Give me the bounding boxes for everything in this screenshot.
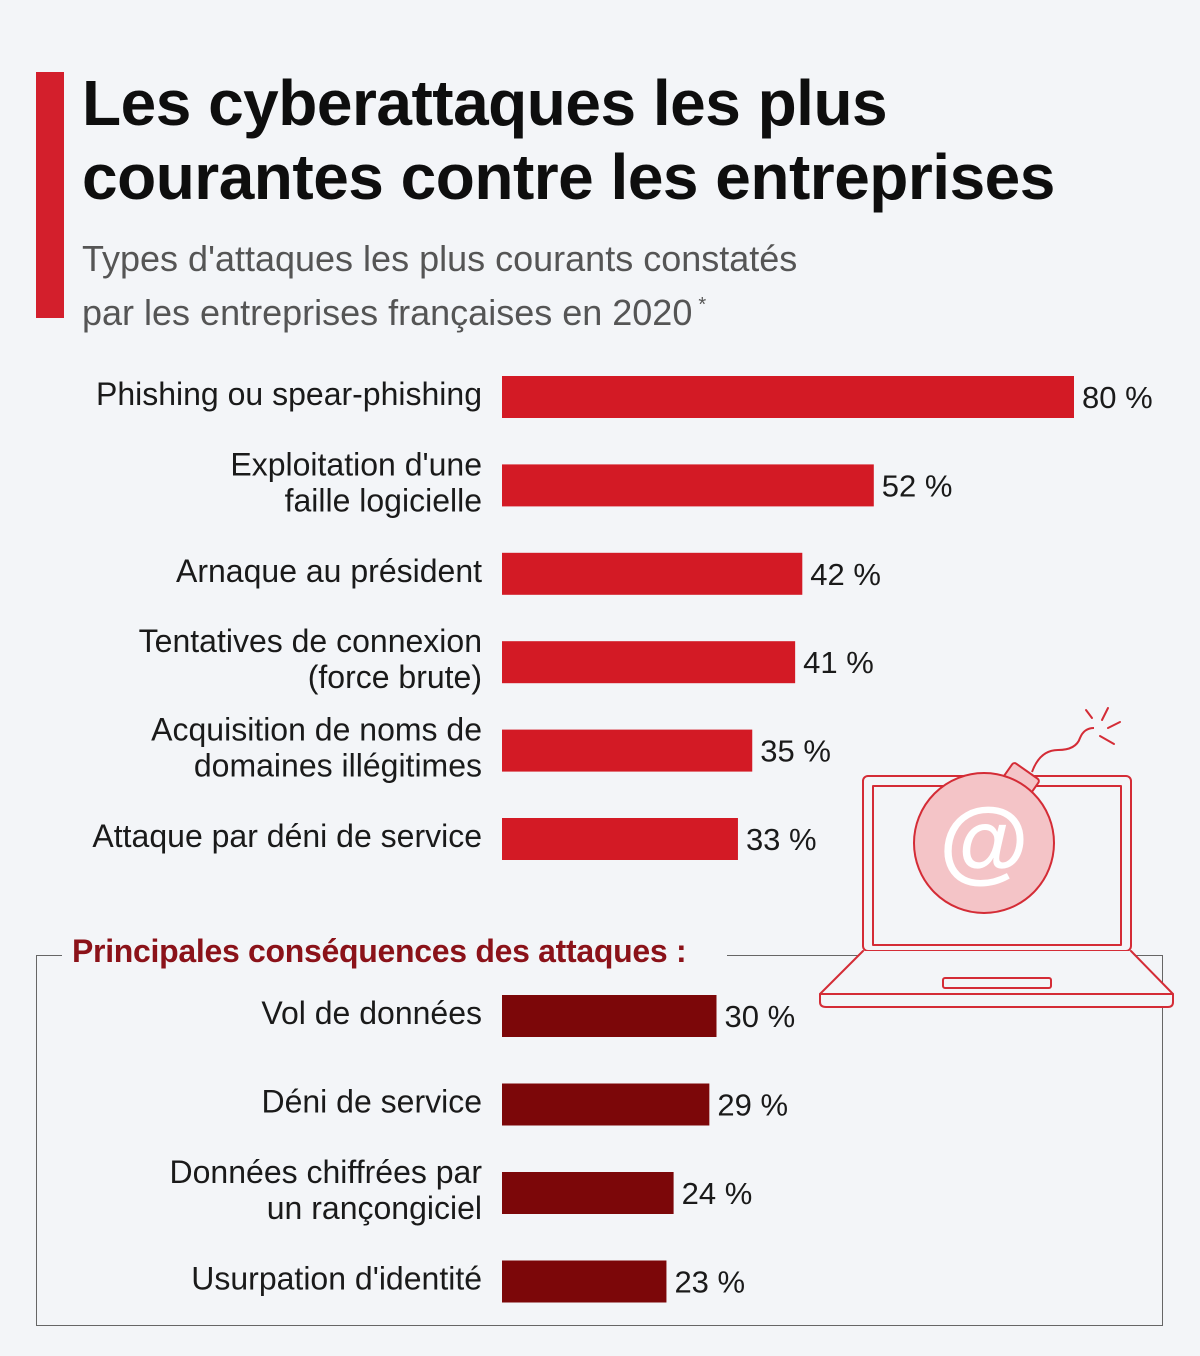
chart-subtitle: Types d'attaques les plus courants const… — [82, 236, 1082, 336]
attack-bar-2 — [502, 464, 874, 507]
laptop-bomb-icon: @ — [819, 707, 1174, 1008]
consequence-bar-3 — [502, 1172, 674, 1214]
consequence-category-label-3: Données chiffrées par un rançongiciel — [170, 1154, 483, 1226]
spark-icon — [1085, 707, 1121, 745]
attack-bar-6 — [502, 818, 738, 860]
attack-value-label-4: 41 % — [803, 645, 874, 680]
attack-bar-5 — [502, 729, 753, 772]
consequences-frame-top-left — [36, 955, 62, 956]
attack-category-label-3: Arnaque au président — [176, 553, 482, 589]
footnote-marker: * — [698, 294, 707, 316]
attack-category-label-4: Tentatives de connexion (force brute) — [139, 623, 482, 695]
consequence-value-label-1: 30 % — [725, 999, 796, 1034]
attack-bar-3 — [502, 552, 803, 595]
consequence-category-label-2: Déni de service — [261, 1084, 482, 1120]
attack-value-label-6: 33 % — [746, 822, 817, 857]
consequence-category-label-4: Usurpation d'identité — [191, 1261, 482, 1297]
consequence-category-label-1: Vol de données — [261, 995, 482, 1031]
attack-category-label-6: Attaque par déni de service — [92, 818, 482, 854]
attack-category-label-1: Phishing ou spear-phishing — [96, 376, 482, 412]
attack-bar-4 — [502, 641, 796, 684]
subtitle-line-1: Types d'attaques les plus courants const… — [82, 238, 798, 279]
attack-value-label-2: 52 % — [882, 468, 953, 503]
consequence-bar-2 — [502, 1083, 710, 1126]
chart-title: Les cyberattaques les plus courantes con… — [82, 66, 1182, 214]
consequences-frame — [36, 955, 1163, 1326]
title-accent-bar — [36, 72, 64, 318]
title-line-1: Les cyberattaques les plus — [82, 67, 888, 139]
consequence-value-label-2: 29 % — [717, 1088, 788, 1123]
attack-value-label-1: 80 % — [1082, 380, 1153, 415]
bomb-icon: @ — [913, 707, 1121, 914]
attack-category-label-2: Exploitation d'une faille logicielle — [230, 446, 482, 518]
attack-value-label-5: 35 % — [760, 734, 831, 769]
consequence-bar-4 — [502, 1260, 667, 1303]
attack-value-label-3: 42 % — [810, 557, 881, 592]
title-line-2: courantes contre les entreprises — [82, 141, 1055, 213]
consequence-bar-1 — [502, 995, 717, 1037]
attack-bar-1 — [502, 376, 1074, 418]
consequence-value-label-4: 23 % — [674, 1265, 745, 1300]
subtitle-line-2: par les entreprises françaises en 2020 * — [82, 292, 707, 333]
consequence-value-label-3: 24 % — [682, 1176, 753, 1211]
at-symbol: @ — [939, 790, 1029, 892]
attack-category-label-5: Acquisition de noms de domaines illégitim… — [151, 712, 482, 784]
consequences-title: Principales conséquences des attaques : — [72, 933, 687, 969]
